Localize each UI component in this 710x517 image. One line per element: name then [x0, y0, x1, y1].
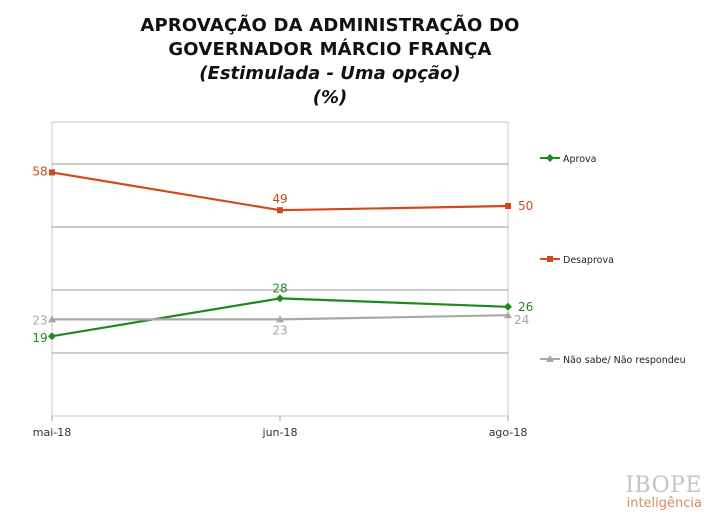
series-2-point-1: [276, 315, 284, 323]
series-1-point-0: [49, 169, 55, 176]
legend-marker-0: [546, 154, 554, 162]
x-tick-label-2: ago-18: [489, 426, 528, 439]
legend-label-0: Aprova: [563, 154, 596, 165]
series-0-data-label-1: 28: [272, 281, 287, 295]
brand-subtitle: inteligência: [626, 496, 702, 511]
legend-label-2: Não sabe/ Não respondeu: [563, 355, 686, 366]
series-2-point-0: [48, 315, 56, 323]
series-2-data-label-0: 23: [32, 313, 47, 327]
chart-subtitle: (Estimulada - Uma opção): [199, 63, 461, 84]
series-0-data-label-2: 26: [518, 300, 533, 314]
series-1-data-label-0: 58: [32, 164, 47, 178]
brand-logo: IBOPE inteligência: [582, 475, 702, 511]
legend-marker-2: [546, 355, 554, 362]
brand-name: IBOPE: [625, 473, 702, 498]
series-1-data-label-2: 50: [518, 199, 533, 213]
series-0-point-1: [276, 294, 284, 303]
chart-title-line-1: APROVAÇÃO DA ADMINISTRAÇÃO DO: [140, 15, 520, 36]
plot-frame: [51, 121, 509, 417]
series-2-data-label-1: 23: [272, 323, 287, 337]
series-0-point-0: [48, 332, 56, 341]
legend-marker-1: [547, 256, 553, 262]
series-1-point-1: [277, 207, 283, 214]
x-tick-label-1: jun-18: [262, 426, 298, 439]
series-0-data-label-0: 19: [32, 331, 47, 345]
chart-title-block: APROVAÇÃO DA ADMINISTRAÇÃO DO GOVERNADOR…: [40, 14, 620, 110]
legend-label-1: Desaprova: [563, 255, 614, 266]
chart-unit: (%): [312, 87, 348, 108]
series-1-point-2: [505, 203, 511, 209]
series-2-data-label-2: 24: [514, 313, 529, 327]
series-1-data-label-1: 49: [272, 192, 287, 206]
series-0-point-2: [504, 302, 512, 311]
x-tick-label-0: mai-18: [33, 426, 71, 439]
chart-title-line-2: GOVERNADOR MÁRCIO FRANÇA: [168, 39, 492, 60]
series-2-point-2: [504, 311, 512, 319]
